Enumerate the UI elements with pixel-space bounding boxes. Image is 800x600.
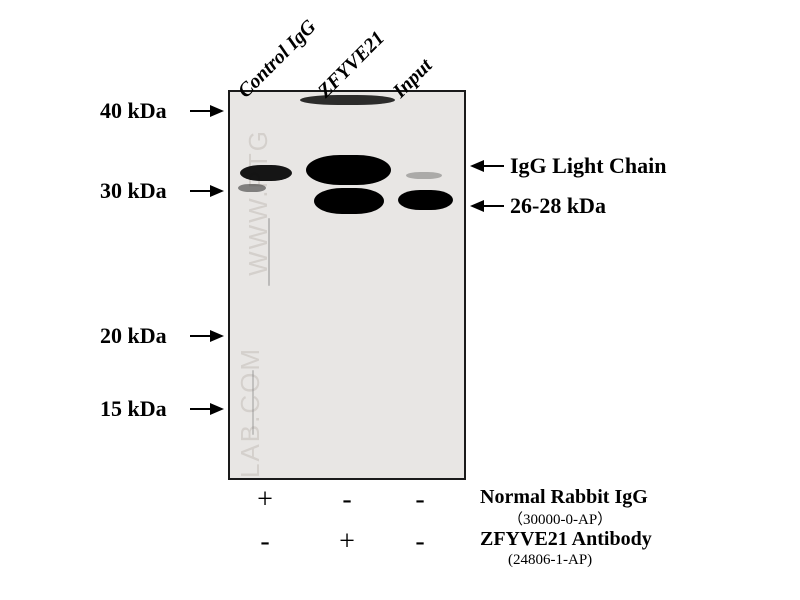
ab-cell-1-1: + [332,526,362,558]
mw-marker-arrow-line-1 [190,190,212,192]
band-6 [406,172,442,179]
streak-0 [268,218,270,286]
mw-marker-label-3: 15 kDa [100,396,167,422]
ab-label-0: Normal Rabbit IgG [480,486,648,509]
mw-marker-label-1: 30 kDa [100,178,167,204]
ab-cell-0-2: - [405,484,435,516]
mw-marker-arrow-line-3 [190,408,212,410]
ab-cell-0-1: - [332,484,362,516]
ab-cell-1-2: - [405,526,435,558]
western-blot-figure: WWW.PTG LAB.COM 40 kDa 30 kDa 20 kDa 15 kDa… [0,0,800,600]
right-label-1: 26-28 kDa [510,193,606,219]
watermark-bottom: LAB.COM [235,347,266,478]
blot-membrane: WWW.PTG LAB.COM [228,90,466,480]
mw-marker-arrow-head-1 [210,185,224,197]
mw-marker-arrow-head-2 [210,330,224,342]
mw-marker-arrow-head-3 [210,403,224,415]
ab-sublabel-1: (24806-1-AP) [508,552,592,569]
band-4 [300,95,395,105]
mw-marker-label-2: 20 kDa [100,323,167,349]
ab-label-1: ZFYVE21 Antibody [480,528,652,551]
right-arrow-line-1 [482,205,504,207]
band-5 [398,190,453,210]
band-1 [238,184,266,192]
mw-marker-label-0: 40 kDa [100,98,167,124]
ab-cell-1-0: - [250,526,280,558]
ab-cell-0-0: + [250,484,280,516]
band-0 [240,165,292,181]
right-arrow-line-0 [482,165,504,167]
band-3 [314,188,384,214]
mw-marker-arrow-line-2 [190,335,212,337]
mw-marker-arrow-head-0 [210,105,224,117]
band-2 [306,155,391,185]
mw-marker-arrow-line-0 [190,110,212,112]
right-label-0: IgG Light Chain [510,153,667,179]
ab-sublabel-0: （30000-0-AP） [508,508,612,529]
streak-1 [252,370,254,435]
